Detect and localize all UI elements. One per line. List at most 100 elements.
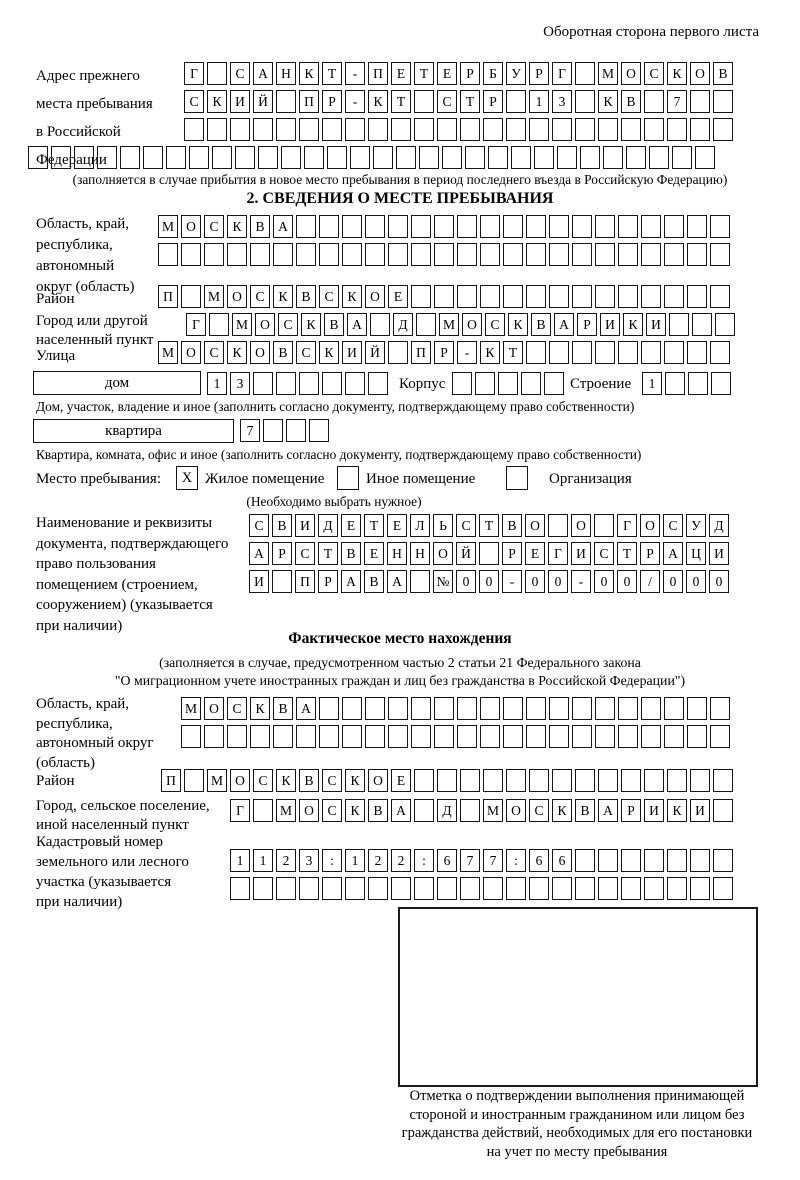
char-cell[interactable]: С [644, 62, 664, 85]
char-cell[interactable] [549, 725, 569, 748]
char-cell[interactable]: А [598, 799, 618, 822]
char-cell[interactable] [687, 215, 707, 238]
char-cell[interactable]: К [345, 769, 365, 792]
char-cell[interactable] [276, 90, 296, 113]
char-cell[interactable] [710, 341, 730, 364]
char-cell[interactable] [460, 799, 480, 822]
char-cell[interactable]: О [181, 215, 201, 238]
char-cell[interactable]: О [690, 62, 710, 85]
char-cell[interactable]: И [249, 570, 269, 593]
char-cell[interactable]: В [273, 341, 293, 364]
char-cell[interactable]: В [531, 313, 551, 336]
char-cell[interactable] [690, 90, 710, 113]
char-cell[interactable] [434, 215, 454, 238]
char-cell[interactable] [710, 215, 730, 238]
char-cell[interactable]: А [347, 313, 367, 336]
char-cell[interactable]: Н [410, 542, 430, 565]
char-cell[interactable] [480, 243, 500, 266]
char-cell[interactable]: С [485, 313, 505, 336]
char-cell[interactable]: В [341, 542, 361, 565]
stroenie-cells[interactable]: 1 [642, 372, 731, 395]
char-cell[interactable] [687, 243, 707, 266]
korpus-cells[interactable] [452, 372, 564, 395]
char-cell[interactable] [457, 697, 477, 720]
char-cell[interactable] [273, 725, 293, 748]
char-cell[interactable]: С [227, 697, 247, 720]
char-cell[interactable]: С [322, 799, 342, 822]
char-cell[interactable]: О [525, 514, 545, 537]
char-cell[interactable]: И [571, 542, 591, 565]
char-cell[interactable] [296, 215, 316, 238]
region-row-2[interactable] [158, 243, 730, 266]
char-cell[interactable]: С [319, 285, 339, 308]
prev-address-row-3[interactable] [184, 118, 733, 141]
char-cell[interactable] [414, 799, 434, 822]
char-cell[interactable]: К [276, 769, 296, 792]
char-cell[interactable]: А [273, 215, 293, 238]
char-cell[interactable]: А [253, 62, 273, 85]
char-cell[interactable]: Р [434, 341, 454, 364]
char-cell[interactable] [342, 725, 362, 748]
char-cell[interactable] [365, 215, 385, 238]
char-cell[interactable] [641, 341, 661, 364]
char-cell[interactable]: М [598, 62, 618, 85]
char-cell[interactable]: К [552, 799, 572, 822]
char-cell[interactable]: В [273, 697, 293, 720]
char-cell[interactable]: Р [529, 62, 549, 85]
char-cell[interactable] [644, 849, 664, 872]
char-cell[interactable] [549, 243, 569, 266]
char-cell[interactable] [503, 243, 523, 266]
char-cell[interactable] [97, 146, 117, 169]
char-cell[interactable]: 7 [240, 419, 260, 442]
char-cell[interactable]: Ь [433, 514, 453, 537]
char-cell[interactable] [669, 313, 689, 336]
char-cell[interactable] [286, 419, 306, 442]
char-cell[interactable]: 0 [456, 570, 476, 593]
char-cell[interactable] [411, 697, 431, 720]
char-cell[interactable] [189, 146, 209, 169]
char-cell[interactable]: Т [318, 542, 338, 565]
char-cell[interactable] [158, 243, 178, 266]
char-cell[interactable]: О [640, 514, 660, 537]
char-cell[interactable] [322, 118, 342, 141]
char-cell[interactable] [644, 877, 664, 900]
char-cell[interactable] [641, 285, 661, 308]
char-cell[interactable]: 0 [686, 570, 706, 593]
char-cell[interactable] [575, 877, 595, 900]
char-cell[interactable] [603, 146, 623, 169]
char-cell[interactable] [641, 725, 661, 748]
char-cell[interactable]: Т [391, 90, 411, 113]
char-cell[interactable] [529, 877, 549, 900]
char-cell[interactable]: М [158, 215, 178, 238]
char-cell[interactable]: 1 [253, 849, 273, 872]
char-cell[interactable]: 2 [368, 849, 388, 872]
char-cell[interactable]: Г [186, 313, 206, 336]
char-cell[interactable] [506, 90, 526, 113]
char-cell[interactable] [299, 118, 319, 141]
char-cell[interactable] [503, 725, 523, 748]
char-cell[interactable] [595, 697, 615, 720]
char-cell[interactable]: О [462, 313, 482, 336]
char-cell[interactable] [480, 215, 500, 238]
char-cell[interactable] [345, 372, 365, 395]
char-cell[interactable] [411, 215, 431, 238]
char-cell[interactable] [644, 769, 664, 792]
char-cell[interactable] [373, 146, 393, 169]
char-cell[interactable]: : [506, 849, 526, 872]
char-cell[interactable]: : [322, 849, 342, 872]
char-cell[interactable] [296, 243, 316, 266]
char-cell[interactable]: Д [318, 514, 338, 537]
char-cell[interactable] [529, 118, 549, 141]
cadastre-row-2[interactable] [230, 877, 733, 900]
char-cell[interactable]: В [621, 90, 641, 113]
char-cell[interactable]: 2 [276, 849, 296, 872]
char-cell[interactable]: С [204, 341, 224, 364]
char-cell[interactable] [230, 118, 250, 141]
char-cell[interactable] [690, 769, 710, 792]
